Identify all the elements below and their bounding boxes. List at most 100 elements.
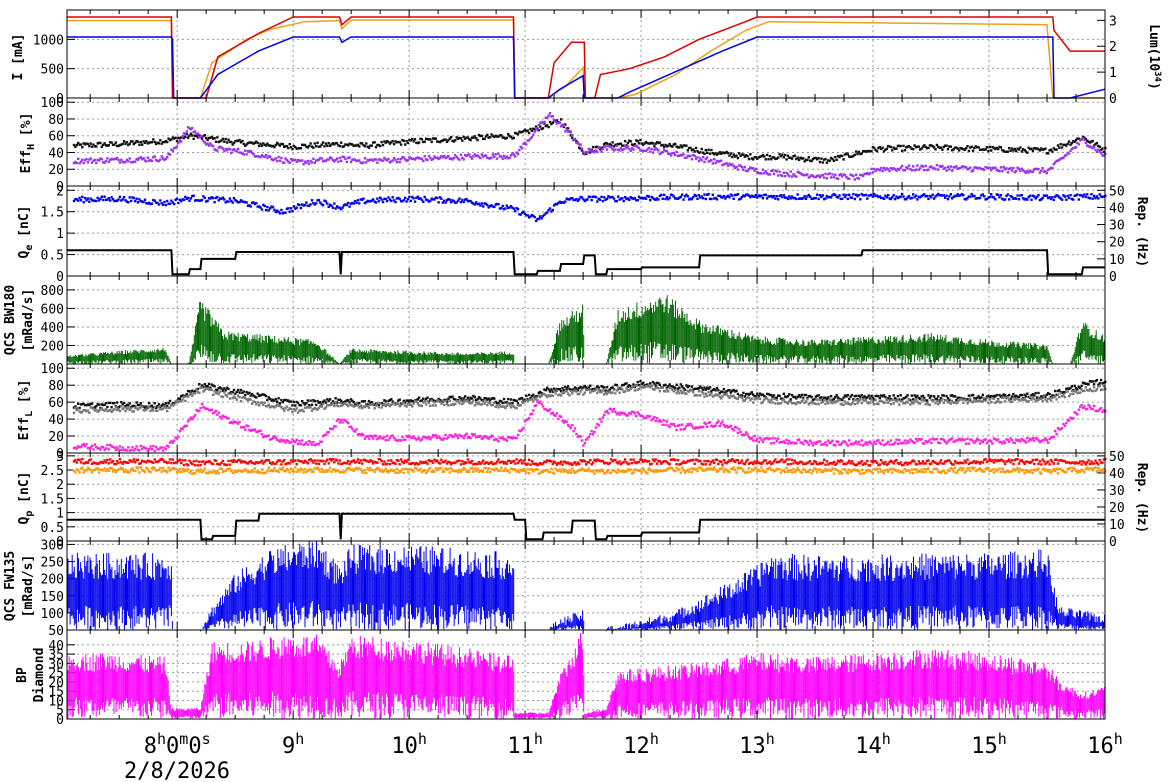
data-point xyxy=(912,165,915,168)
data-point xyxy=(888,399,891,402)
data-point xyxy=(721,151,724,154)
data-point xyxy=(131,196,134,199)
data-point xyxy=(694,157,698,160)
data-point xyxy=(415,399,418,402)
data-point xyxy=(338,206,341,210)
data-point xyxy=(246,204,250,207)
data-point xyxy=(706,394,709,398)
data-point xyxy=(866,197,869,200)
data-point xyxy=(541,392,545,396)
data-point xyxy=(249,394,252,397)
data-point xyxy=(527,216,531,219)
data-point xyxy=(905,166,908,169)
data-point xyxy=(732,153,735,156)
data-point xyxy=(707,387,710,390)
data-point xyxy=(230,199,233,203)
data-point xyxy=(328,398,332,401)
data-point xyxy=(988,195,991,199)
data-point xyxy=(959,166,962,170)
data-point xyxy=(760,155,763,158)
data-point xyxy=(456,157,460,160)
y2-tick-label: 10 xyxy=(1109,253,1125,268)
data-point xyxy=(78,196,81,200)
data-point xyxy=(1090,145,1093,149)
data-point xyxy=(980,148,983,151)
data-point xyxy=(964,166,968,169)
data-point xyxy=(390,403,393,406)
data-point xyxy=(586,151,589,154)
data-point xyxy=(298,409,301,412)
data-point xyxy=(167,402,170,405)
data-point xyxy=(127,201,130,204)
data-point xyxy=(740,394,744,397)
data-point xyxy=(729,152,733,155)
data-point xyxy=(797,394,801,397)
data-point xyxy=(674,153,677,157)
data-point xyxy=(122,196,126,199)
data-point xyxy=(543,388,546,391)
data-point xyxy=(523,141,527,144)
data-point xyxy=(374,404,378,407)
data-point xyxy=(667,390,670,393)
data-point xyxy=(919,148,922,151)
data-point xyxy=(415,157,418,160)
data-point xyxy=(188,390,191,393)
data-point xyxy=(88,403,91,407)
data-point xyxy=(278,212,282,215)
data-point xyxy=(551,121,554,124)
data-point xyxy=(136,201,140,204)
data-point xyxy=(468,401,471,404)
data-point xyxy=(81,410,84,414)
data-point xyxy=(725,393,728,396)
data-point xyxy=(676,197,680,200)
data-point xyxy=(349,202,353,205)
data-point xyxy=(948,195,951,198)
data-point xyxy=(202,134,205,138)
data-point xyxy=(583,199,586,203)
data-point xyxy=(326,144,329,148)
data-point xyxy=(899,166,902,169)
data-point xyxy=(803,401,806,405)
data-point xyxy=(312,399,315,402)
data-point xyxy=(458,197,461,200)
data-point xyxy=(74,405,77,408)
y2-tick-label: 0 xyxy=(1109,270,1117,285)
y-tick-label: 60 xyxy=(48,396,64,411)
data-point xyxy=(738,164,741,167)
data-point xyxy=(591,145,595,149)
data-point xyxy=(394,200,397,204)
data-point xyxy=(77,402,80,405)
data-point xyxy=(1001,394,1004,397)
data-point xyxy=(632,148,635,151)
data-point xyxy=(564,123,567,126)
data-point xyxy=(888,169,891,173)
data-point xyxy=(590,390,593,393)
data-point xyxy=(919,402,922,405)
data-point xyxy=(182,136,186,140)
data-point xyxy=(902,195,905,198)
data-point xyxy=(880,394,883,397)
data-point xyxy=(825,194,829,198)
data-point xyxy=(276,400,279,403)
data-point xyxy=(1081,135,1085,139)
data-point xyxy=(277,155,280,159)
data-point xyxy=(585,386,588,389)
data-point xyxy=(327,404,330,407)
data-point xyxy=(125,158,129,162)
data-point xyxy=(842,158,845,161)
data-point xyxy=(681,385,684,388)
data-point xyxy=(786,173,790,176)
data-point xyxy=(302,143,305,147)
data-point xyxy=(166,155,169,159)
data-point xyxy=(866,172,869,175)
data-point xyxy=(985,166,989,169)
data-point xyxy=(437,397,440,401)
data-point xyxy=(252,142,255,145)
series-p5-1 xyxy=(72,378,1107,410)
data-point xyxy=(486,398,489,401)
data-point xyxy=(797,401,801,404)
data-point xyxy=(227,200,230,203)
data-point xyxy=(601,147,605,150)
data-point xyxy=(655,141,659,144)
data-point xyxy=(822,399,826,402)
